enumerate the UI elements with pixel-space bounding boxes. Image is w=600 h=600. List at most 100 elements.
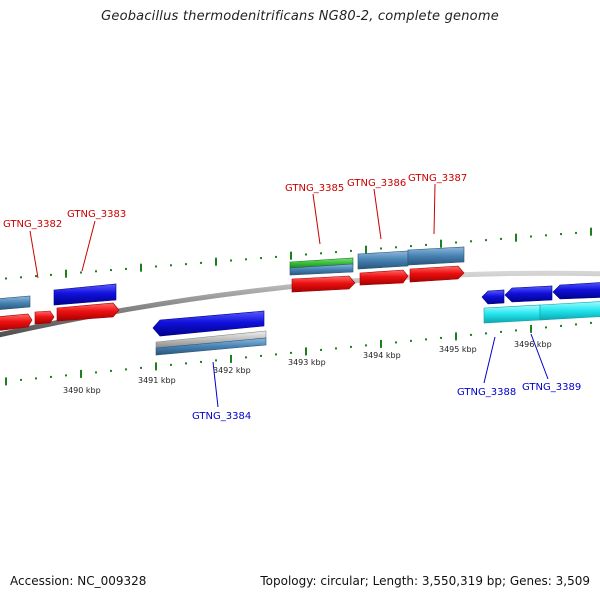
feature-steelblue-3387[interactable] <box>407 246 465 266</box>
lower-scale-minor-tick <box>110 369 112 372</box>
upper-scale-minor-tick <box>5 277 7 280</box>
feature-blue-3383[interactable] <box>53 283 117 306</box>
upper-scale-major-tick <box>440 239 442 248</box>
lower-scale-minor-tick <box>545 326 547 329</box>
upper-scale-minor-tick <box>335 251 337 254</box>
upper-scale-major-tick <box>65 269 67 278</box>
lower-scale-minor-tick <box>575 323 577 326</box>
lower-scale-major-tick <box>530 324 532 333</box>
gene-label-3383[interactable]: GTNG_3383 <box>67 209 126 220</box>
lower-scale-minor-tick <box>170 363 172 366</box>
lower-scale-minor-tick <box>515 329 517 332</box>
lower-scale-minor-tick <box>200 360 202 363</box>
gene-label-3384[interactable]: GTNG_3384 <box>192 411 251 422</box>
kbp-label-3492: 3492 kbp <box>213 366 251 375</box>
leader-3387 <box>433 183 436 235</box>
lower-scale-minor-tick <box>65 374 67 377</box>
upper-scale-minor-tick <box>425 243 427 246</box>
upper-scale-major-tick <box>140 263 142 272</box>
feature-red-3386[interactable] <box>359 269 409 286</box>
upper-scale-major-tick <box>365 245 367 254</box>
kbp-label-3496: 3496 kbp <box>514 340 552 349</box>
feature-red-3385[interactable] <box>291 275 356 293</box>
upper-scale-minor-tick <box>125 267 127 270</box>
upper-scale-minor-tick <box>185 263 187 266</box>
upper-scale-minor-tick <box>395 246 397 249</box>
lower-scale-major-tick <box>305 347 307 356</box>
upper-scale-minor-tick <box>275 255 277 258</box>
feature-cyan-3388[interactable] <box>483 304 541 324</box>
lower-scale-minor-tick <box>275 353 277 356</box>
lower-scale-minor-tick <box>320 348 322 351</box>
lower-scale-minor-tick <box>410 339 412 342</box>
gene-label-3387[interactable]: GTNG_3387 <box>408 173 467 184</box>
upper-scale-minor-tick <box>470 240 472 243</box>
feature-steelblue-3385[interactable] <box>289 263 354 276</box>
feature-steelblue-3384[interactable] <box>155 337 267 356</box>
lower-scale-minor-tick <box>485 332 487 335</box>
upper-scale-minor-tick <box>380 247 382 250</box>
upper-scale-minor-tick <box>530 235 532 238</box>
feature-steelblue-left[interactable] <box>0 295 31 310</box>
accession-text: Accession: NC_009328 <box>10 574 147 588</box>
lower-scale-minor-tick <box>425 338 427 341</box>
kbp-label-3490: 3490 kbp <box>63 386 101 395</box>
gene-label-3389[interactable]: GTNG_3389 <box>522 382 581 393</box>
lower-scale-minor-tick <box>440 336 442 339</box>
lower-scale-minor-tick <box>350 345 352 348</box>
lower-scale-major-tick <box>80 369 82 378</box>
upper-scale-minor-tick <box>155 265 157 268</box>
feature-blue-3388[interactable] <box>481 289 505 305</box>
upper-scale-minor-tick <box>575 231 577 234</box>
scale-ticks <box>5 227 592 386</box>
upper-scale-minor-tick <box>80 271 82 274</box>
feature-blue-3389[interactable] <box>504 285 553 303</box>
leader-3384 <box>212 361 219 408</box>
feature-blue-right[interactable] <box>552 282 600 300</box>
lower-scale-minor-tick <box>500 330 502 333</box>
lower-scale-minor-tick <box>365 344 367 347</box>
feature-cyan-3389[interactable] <box>539 301 600 321</box>
gene-label-3385[interactable]: GTNG_3385 <box>285 183 344 194</box>
feature-blue-3384[interactable] <box>152 310 265 337</box>
lower-scale-major-tick <box>380 339 382 348</box>
upper-scale-major-tick <box>590 227 592 236</box>
lower-scale-major-tick <box>5 377 7 386</box>
feature-steelblue-3386[interactable] <box>357 250 409 270</box>
gene-label-3388[interactable]: GTNG_3388 <box>457 387 516 398</box>
lower-scale-minor-tick <box>260 354 262 357</box>
lower-scale-minor-tick <box>140 366 142 369</box>
gene-label-3382[interactable]: GTNG_3382 <box>3 219 62 230</box>
lower-scale-minor-tick <box>245 356 247 359</box>
feature-red-3383[interactable] <box>56 302 120 322</box>
leader-3389 <box>530 333 549 380</box>
upper-scale-minor-tick <box>260 257 262 260</box>
leader-3382 <box>29 230 39 279</box>
upper-scale-major-tick <box>515 233 517 242</box>
feature-red-3382[interactable] <box>34 310 55 325</box>
upper-scale-minor-tick <box>95 270 97 273</box>
upper-scale-minor-tick <box>230 259 232 262</box>
lower-scale-minor-tick <box>395 341 397 344</box>
upper-scale-minor-tick <box>485 239 487 242</box>
feature-red-3387[interactable] <box>409 265 465 283</box>
lower-scale-major-tick <box>155 362 157 371</box>
lower-scale-major-tick <box>455 332 457 341</box>
lower-scale-minor-tick <box>560 324 562 327</box>
lower-scale-minor-tick <box>125 368 127 371</box>
upper-scale-minor-tick <box>35 275 37 278</box>
map-title: Geobacillus thermodenitrificans NG80-2, … <box>101 9 499 24</box>
lower-scale-minor-tick <box>215 359 217 362</box>
feature-red-left[interactable] <box>0 313 33 331</box>
gene-label-3386[interactable]: GTNG_3386 <box>347 178 406 189</box>
upper-scale-minor-tick <box>455 241 457 244</box>
lower-scale-minor-tick <box>35 377 37 380</box>
kbp-label-3495: 3495 kbp <box>439 345 477 354</box>
upper-scale-minor-tick <box>170 264 172 267</box>
upper-scale-minor-tick <box>305 253 307 256</box>
upper-scale-minor-tick <box>545 234 547 237</box>
upper-scale-minor-tick <box>20 276 22 279</box>
kbp-label-3491: 3491 kbp <box>138 376 176 385</box>
upper-scale-major-tick <box>215 257 217 266</box>
